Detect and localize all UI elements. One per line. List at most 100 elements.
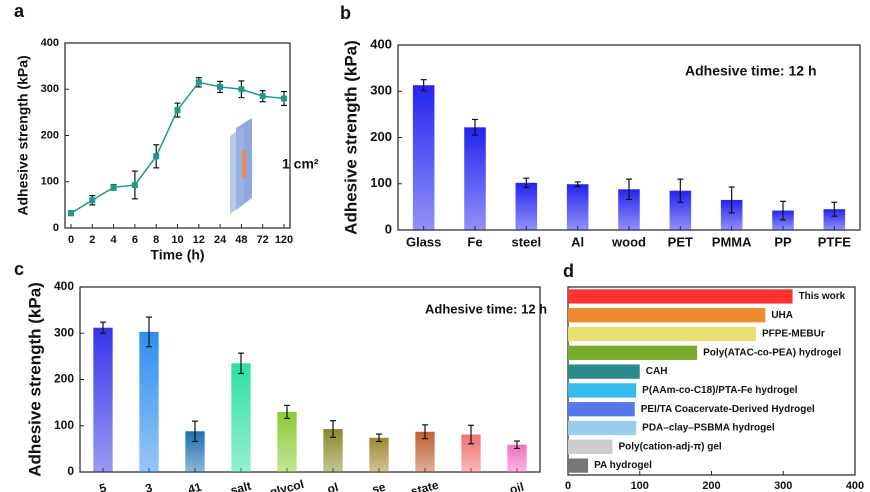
x-tick-label: 8 [153,234,159,246]
bar [461,434,481,472]
panel-label: b [340,3,351,23]
x-tick-label: 6 [132,234,138,246]
marker [281,95,287,102]
bar [464,127,486,230]
bar [568,383,637,398]
bar-label: CAH [646,366,668,377]
y-tick-label: 300 [41,83,59,95]
y-tick-label: 200 [370,129,392,144]
panel-label: d [563,261,574,281]
x-tick-label: oil [508,480,525,492]
x-tick-label: se [371,480,388,492]
marker [259,93,266,100]
y-tick-label: 100 [41,176,59,188]
y-tick-label: 0 [53,222,59,234]
bar [566,184,589,230]
bar-label: PEI/TA Coacervate-Derived Hydrogel [641,404,815,415]
inset-illustration [230,118,252,214]
x-tick-label: 48 [235,234,247,246]
x-tick-label: 12 [193,234,205,246]
y-tick-label: 200 [54,372,74,386]
marker [153,153,160,160]
annotation: Adhesive time: 12 h [425,301,547,316]
bar [568,289,793,304]
y-tick-label: 100 [54,418,74,432]
x-tick-label: 3 [144,480,154,492]
x-tick-label: PET [668,234,693,249]
bar-label: PDA–clay–PSBMA hydrogel [642,423,775,434]
y-axis-title: Adhesive strength (kPa) [341,40,360,235]
x-tick-label: 120 [275,234,293,246]
x-tick-label: 24 [214,234,227,246]
bar [369,437,389,472]
bar [323,428,343,472]
panel-label: c [14,259,24,279]
x-axis-title: Time (h) [150,247,204,263]
x-tick-label: 100 [631,480,649,492]
bar [720,199,743,230]
bar [568,420,637,436]
bar [618,189,640,230]
marker [195,79,202,86]
x-tick-label: state [409,478,440,492]
panel-label: a [14,1,25,21]
plot-frame [64,42,291,229]
bar [139,331,159,472]
x-tick-label: wood [611,234,646,249]
x-tick-label: 200 [702,480,720,492]
bar [93,327,113,472]
bar-label: Poly(cation-adj-π) gel [618,441,721,452]
marker [68,210,74,217]
line [70,81,285,214]
x-tick-label: ol [326,480,340,492]
y-tick-label: 0 [67,464,74,478]
x-tick-label: salt [229,479,253,492]
bar [568,439,613,454]
y-tick-label: 100 [370,175,392,190]
y-tick-label: 0 [385,221,392,236]
annotation: Adhesive time: 12 h [685,63,817,79]
marker [89,197,96,204]
y-axis-title: Adhesive strength (kPa) [15,55,31,215]
bar [568,458,589,473]
bar-label: UHA [771,310,793,321]
x-tick-label: 400 [846,480,864,492]
x-tick-label: PMMA [712,234,752,249]
bar [277,411,297,472]
x-tick-label: 72 [257,234,269,246]
y-tick-label: 300 [54,325,74,339]
annotation: 1 cm² [282,156,319,172]
bar [568,345,698,360]
marker [110,184,117,191]
y-tick-label: 400 [54,279,74,293]
bar [507,444,527,472]
x-tick-label: PP [774,234,792,249]
bar [568,364,640,379]
x-tick-label: 2 [89,234,95,246]
marker [174,107,181,114]
marker [131,181,138,188]
bar-label: This work [799,291,846,302]
marker [217,83,224,90]
x-tick-label: PTFE [818,234,852,249]
x-tick-label: 4 [111,234,118,246]
bar-label: Poly(ATAC-co-PEA) hydrogel [703,347,841,358]
bar-label: PA hydrogel [594,460,652,471]
bar [568,326,756,342]
x-tick-label: 0 [565,480,571,492]
x-tick-label: Al [571,234,584,249]
bar [231,363,251,472]
x-tick-label: 5 [98,480,108,492]
x-tick-label: steel [512,234,542,249]
y-tick-label: 400 [370,36,392,51]
marker [238,86,245,93]
x-tick-label: Fe [467,234,482,249]
bar-label: PFPE-MEBUr [762,329,825,340]
x-tick-label: 41 [187,480,204,492]
x-tick-label: glycol [268,477,305,492]
y-tick-label: 200 [41,129,59,141]
bar [669,190,692,230]
x-tick-label: 300 [774,480,792,492]
bar [412,85,435,230]
